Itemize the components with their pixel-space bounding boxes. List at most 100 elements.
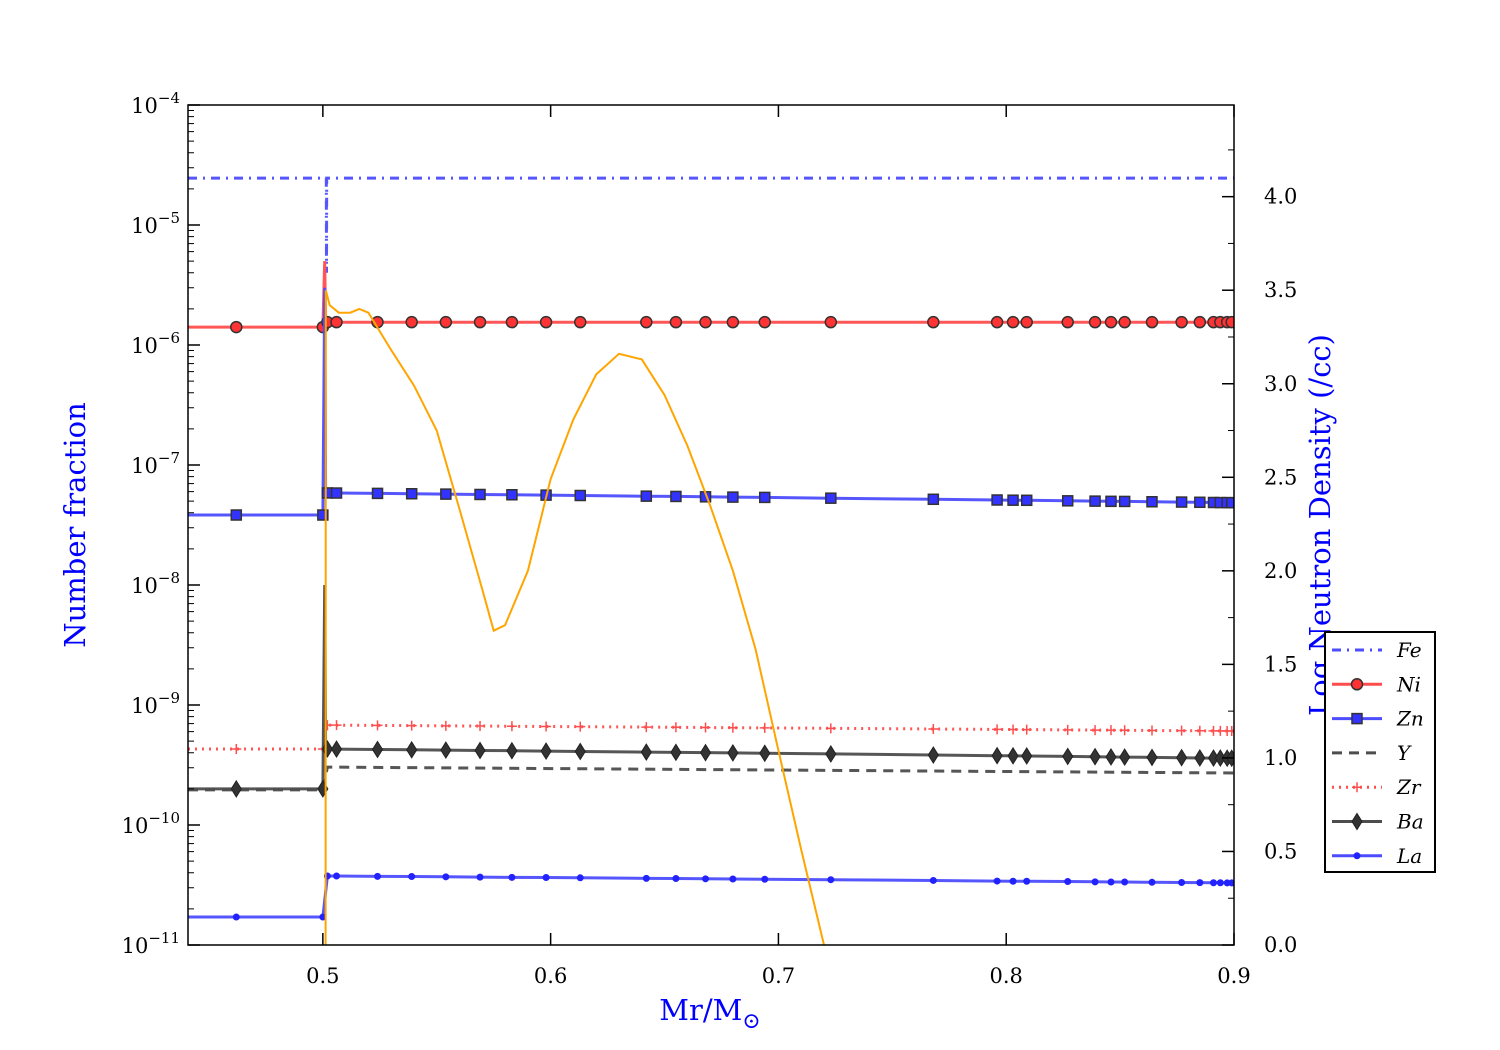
marker-Zn bbox=[1351, 712, 1363, 725]
marker-Ni bbox=[1006, 315, 1020, 329]
marker-Ni bbox=[824, 315, 838, 329]
marker-Zr bbox=[727, 722, 738, 733]
marker-Ni bbox=[669, 315, 683, 329]
y-right-tick-label: 4.0 bbox=[1264, 185, 1297, 209]
marker-La bbox=[542, 874, 550, 882]
marker-Ba bbox=[406, 740, 418, 759]
tick-base: 10 bbox=[131, 454, 158, 478]
legend-label: Y bbox=[1397, 741, 1412, 765]
marker-La bbox=[333, 872, 341, 880]
legend-label: Zn bbox=[1396, 707, 1424, 731]
marker-Zn bbox=[330, 487, 343, 499]
series-line-La bbox=[188, 874, 1234, 919]
marker-Ba bbox=[1351, 812, 1363, 831]
y-right-tick-label: 3.5 bbox=[1264, 278, 1297, 302]
legend-entry-La: La bbox=[1332, 844, 1422, 868]
series-line-Ni bbox=[188, 261, 1234, 329]
series-Zr bbox=[188, 720, 1234, 754]
marker-Ni bbox=[1118, 315, 1131, 329]
tick-base: 10 bbox=[131, 694, 158, 718]
marker-Ni bbox=[1145, 315, 1159, 329]
marker-Ba bbox=[991, 746, 1003, 765]
series-line-Y bbox=[188, 765, 1234, 792]
x-tick-label: 0.5 bbox=[306, 964, 339, 988]
marker-Zr bbox=[406, 720, 417, 731]
marker-Zn bbox=[670, 490, 682, 503]
y-left-tick-label: 10−11 bbox=[122, 929, 180, 958]
marker-Ba bbox=[574, 742, 586, 761]
y-left-tick-label: 10−9 bbox=[131, 689, 180, 718]
legend-label: La bbox=[1396, 844, 1422, 868]
legend-entry-Fe: Fe bbox=[1332, 638, 1422, 662]
y-right-tick-label: 1.0 bbox=[1264, 746, 1297, 770]
y-left-tick-label: 10−5 bbox=[131, 209, 180, 238]
marker-La bbox=[729, 875, 737, 883]
marker-La bbox=[702, 875, 710, 883]
marker-Ni bbox=[330, 315, 343, 329]
marker-Zr bbox=[575, 721, 586, 732]
series-line-Ba bbox=[188, 584, 1234, 791]
x-tick-label: 0.7 bbox=[762, 964, 795, 988]
marker-Zn bbox=[727, 491, 739, 503]
marker-La bbox=[1196, 879, 1204, 887]
marker-La bbox=[1107, 878, 1115, 886]
marker-La bbox=[1353, 852, 1361, 860]
x-tick-label: 0.9 bbox=[1217, 964, 1250, 988]
marker-Ba bbox=[230, 779, 242, 798]
marker-Ni bbox=[758, 315, 772, 329]
marker-La bbox=[1023, 877, 1031, 885]
marker-Ni bbox=[990, 315, 1004, 329]
marker-Ni bbox=[699, 315, 712, 329]
marker-Zr bbox=[1194, 725, 1205, 736]
tick-base: 10 bbox=[131, 214, 158, 238]
tick-exponent: −6 bbox=[158, 329, 180, 347]
marker-Zr bbox=[372, 720, 383, 731]
marker-Zr bbox=[1105, 725, 1116, 736]
marker-Zr bbox=[928, 723, 939, 734]
marker-Zr bbox=[1176, 725, 1187, 736]
series-Ba bbox=[188, 584, 1234, 798]
legend-entry-Zr: Zr bbox=[1332, 775, 1422, 799]
marker-Ba bbox=[640, 743, 652, 762]
legend-entry-Ba: Ba bbox=[1332, 810, 1424, 834]
marker-Zr bbox=[1021, 724, 1032, 735]
marker-La bbox=[319, 913, 327, 921]
marker-Ba bbox=[1062, 747, 1074, 766]
series-line-Fe bbox=[188, 176, 1234, 273]
marker-Ni bbox=[230, 320, 243, 334]
tick-base: 10 bbox=[131, 334, 158, 358]
marker-Zn bbox=[1089, 495, 1101, 507]
tick-exponent: −9 bbox=[158, 689, 180, 707]
marker-Ba bbox=[1089, 747, 1101, 766]
y-left-tick-label: 10−7 bbox=[131, 449, 180, 478]
marker-Zn bbox=[927, 493, 940, 506]
y-right-tick-label: 3.0 bbox=[1264, 372, 1297, 396]
marker-Zr bbox=[541, 721, 552, 732]
series-Zn bbox=[188, 287, 1234, 521]
tick-exponent: −5 bbox=[158, 209, 180, 227]
marker-Zr bbox=[1352, 782, 1362, 793]
marker-Ba bbox=[1007, 746, 1019, 765]
marker-Zn bbox=[1020, 494, 1033, 507]
marker-Zn bbox=[1175, 496, 1188, 508]
marker-Ba bbox=[927, 746, 939, 764]
marker-Ni bbox=[1104, 315, 1118, 329]
marker-Zn bbox=[1118, 495, 1131, 508]
marker-Ni bbox=[439, 315, 453, 329]
y-right-tick-label: 0.5 bbox=[1264, 839, 1297, 863]
tick-exponent: −10 bbox=[148, 809, 180, 827]
neutron-density-line bbox=[324, 289, 825, 945]
marker-Zn bbox=[640, 490, 653, 502]
series-line-Zr bbox=[188, 723, 1234, 751]
marker-Ni bbox=[1225, 315, 1234, 329]
marker-Ni bbox=[405, 315, 418, 329]
marker-Zn bbox=[991, 494, 1003, 506]
y-right-tick-label: 1.5 bbox=[1264, 652, 1297, 676]
series-Ni bbox=[188, 261, 1234, 334]
marker-Zn bbox=[1146, 496, 1158, 508]
tick-base: 10 bbox=[122, 934, 149, 958]
marker-Ba bbox=[371, 740, 384, 759]
y-right-tick-label: 2.0 bbox=[1264, 559, 1297, 583]
x-tick-label: 0.8 bbox=[990, 964, 1023, 988]
